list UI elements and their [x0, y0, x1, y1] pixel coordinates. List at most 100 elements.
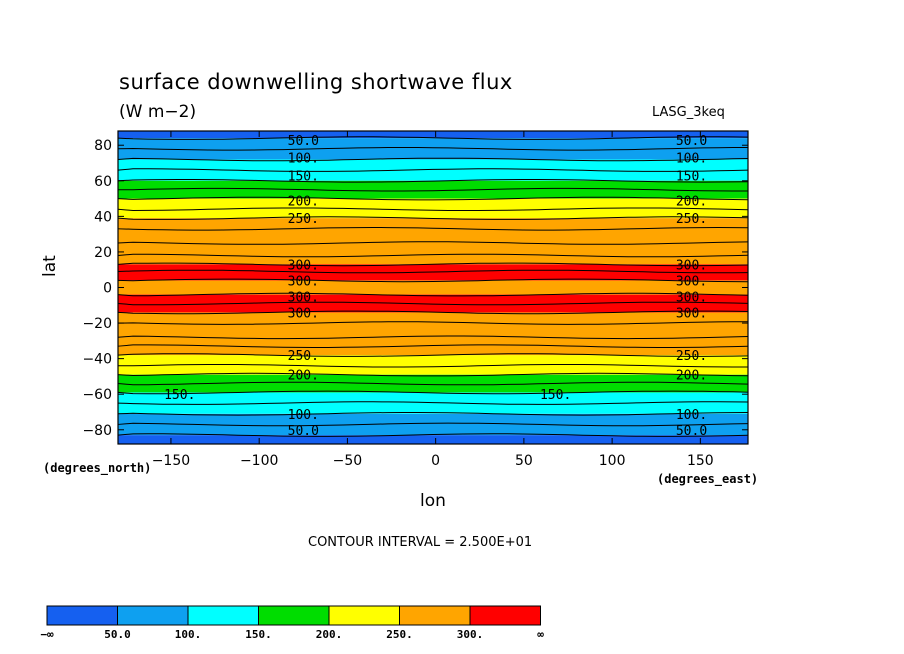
band-3 [118, 413, 748, 436]
legend-swatch-6 [469, 605, 541, 626]
legend-label-3: 150. [245, 628, 272, 641]
legend-label-7: ∞ [537, 628, 544, 641]
band-12 [118, 280, 748, 295]
contour-label-27: 50.0 [676, 424, 707, 439]
legend-swatch-1 [117, 605, 189, 626]
contour-line-19 [117, 207, 749, 212]
contour-label-0: 50.0 [288, 134, 319, 149]
x-tick-label-2: −50 [333, 453, 363, 469]
legend-label-2: 100. [175, 628, 202, 641]
chart-units: (W m−2) [119, 102, 197, 122]
contour-label-14: 300. [288, 290, 319, 305]
contour-line-21 [117, 241, 749, 245]
contour-line-29 [117, 381, 749, 386]
contour-line-28 [117, 364, 748, 368]
legend-swatch-4 [328, 605, 400, 626]
x-axis-units: (degrees_east) [657, 472, 759, 486]
contour-line-26 [117, 335, 749, 340]
contour-label-13: 300. [676, 274, 707, 289]
contour-line-20 [117, 226, 749, 231]
contour-label-10: 300. [288, 258, 319, 273]
band-1 [118, 435, 748, 444]
contour-label-21: 200. [676, 369, 707, 384]
legend-swatch-5 [399, 605, 471, 626]
contour-label-23: 150. [540, 388, 571, 403]
contour-label-26: 50.0 [288, 424, 319, 439]
x-tick-label-3: 0 [431, 453, 440, 469]
band-2 [118, 138, 748, 160]
y-tick-label-4: 0 [103, 281, 112, 297]
contour-line-15 [117, 278, 749, 283]
contour-lines [117, 136, 749, 437]
contour-line-23 [117, 269, 749, 274]
x-axis-ticks: −150 −100 −50 0 50 100 150 [152, 131, 714, 469]
x-tick-label-6: 150 [687, 453, 714, 469]
x-tick-label-5: 100 [599, 453, 626, 469]
contour-label-12: 300. [288, 274, 319, 289]
y-tick-label-0: −80 [82, 423, 112, 439]
contour-label-16: 300. [288, 306, 319, 321]
contour-label-20: 200. [288, 369, 319, 384]
band-11 [118, 312, 748, 356]
dataset-label: LASG_3keq [652, 105, 725, 120]
contour-label-5: 150. [676, 169, 707, 184]
contour-line-18 [117, 187, 748, 192]
contour-label-19: 250. [676, 349, 707, 364]
y-tick-label-7: 60 [94, 174, 112, 190]
contour-label-4: 150. [288, 169, 319, 184]
contour-label-25: 100. [676, 408, 707, 423]
contour-label-2: 100. [288, 152, 319, 167]
y-tick-label-2: −40 [82, 352, 112, 368]
y-tick-label-5: 20 [94, 245, 112, 261]
legend-swatch-0 [46, 605, 118, 626]
colorbar-legend: −∞ 50.0 100. 150. 200. 250. 300. ∞ [40, 605, 544, 641]
band-6 [118, 180, 748, 199]
contour-interval-label: CONTOUR INTERVAL = 2.500E+01 [308, 535, 533, 550]
band-9 [118, 355, 748, 375]
contour-line-25 [117, 321, 748, 325]
x-axis-label: lon [420, 491, 446, 511]
contour-label-18: 250. [288, 349, 319, 364]
y-tick-label-3: −20 [82, 316, 112, 332]
contour-line-3 [117, 433, 749, 437]
contour-label-6: 200. [288, 194, 319, 209]
contour-line-5 [117, 412, 749, 416]
band-0 [118, 131, 748, 139]
contour-label-22: 150. [164, 388, 195, 403]
chart-title: surface downwelling shortwave flux [119, 70, 513, 94]
contour-label-9: 250. [676, 212, 707, 227]
contour-line-0 [117, 136, 749, 140]
y-axis-units: (degrees_north) [43, 461, 152, 475]
contour-line-22 [117, 253, 749, 258]
legend-label-1: 50.0 [104, 628, 131, 641]
legend-label-6: 300. [457, 628, 484, 641]
contour-line-9 [117, 372, 749, 377]
contour-line-14 [117, 292, 749, 297]
contour-line-31 [117, 422, 749, 427]
contour-label-15: 300. [676, 290, 707, 305]
contour-line-30 [117, 401, 749, 405]
contour-line-8 [117, 196, 749, 201]
contour-line-7 [117, 390, 749, 395]
contour-line-27 [117, 344, 749, 348]
y-tick-label-6: 40 [94, 209, 112, 225]
y-axis-ticks: −80 −60 −40 −20 0 20 40 60 80 [82, 138, 748, 439]
contour-label-17: 300. [676, 306, 707, 321]
legend-label-4: 200. [316, 628, 343, 641]
band-14 [118, 294, 748, 313]
x-tick-label-0: −150 [152, 453, 190, 469]
legend-label-0: −∞ [40, 628, 54, 641]
contour-line-12 [117, 262, 749, 267]
contour-line-16 [117, 147, 748, 151]
band-7 [118, 374, 748, 393]
contour-line-13 [117, 310, 749, 315]
band-8 [118, 198, 748, 219]
x-tick-label-1: −100 [240, 453, 278, 469]
legend-label-5: 250. [386, 628, 413, 641]
contour-line-4 [117, 157, 749, 162]
contour-label-3: 100. [676, 152, 707, 167]
filled-bands [118, 131, 748, 444]
contour-label-7: 200. [676, 194, 707, 209]
